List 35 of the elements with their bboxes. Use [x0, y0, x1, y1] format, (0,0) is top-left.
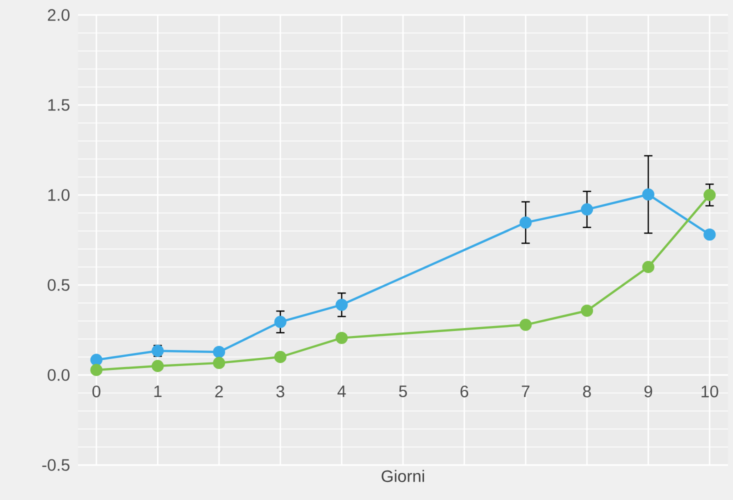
point: [520, 318, 532, 331]
x-tick-label: 8: [583, 386, 591, 398]
point: [336, 332, 348, 344]
y-tick-label: 2.0: [48, 9, 70, 21]
point: [642, 188, 654, 201]
x-tick-label: 5: [399, 386, 407, 398]
point: [152, 360, 164, 372]
point: [212, 356, 226, 370]
x-tick-label: 0: [92, 386, 100, 398]
x-tick-label: 6: [460, 386, 468, 398]
y-tick-label: 1.0: [48, 189, 70, 201]
point: [580, 304, 594, 317]
x-tick-label: 4: [337, 386, 346, 398]
x-tick-label: 3: [276, 386, 284, 398]
x-tick-label: 1: [154, 386, 162, 398]
x-axis-title: Giorni: [382, 470, 424, 482]
x-tick-label: 9: [644, 386, 652, 398]
point: [274, 350, 286, 364]
point: [274, 316, 286, 328]
y-tick-label: -0.5: [42, 459, 70, 471]
y-tick-label: 1.5: [48, 99, 70, 111]
x-tick-label: 2: [215, 386, 223, 398]
x-tick-label: 10: [702, 386, 718, 398]
x-tick-label: 7: [522, 386, 530, 398]
point: [704, 188, 716, 202]
point: [90, 354, 102, 366]
point: [520, 216, 532, 229]
point: [580, 203, 594, 216]
point: [336, 298, 348, 311]
point: [212, 346, 226, 358]
point: [90, 364, 102, 376]
point: [642, 260, 654, 274]
point: [704, 228, 716, 241]
y-tick-label: 0.5: [48, 279, 70, 291]
y-tick-label: 0.0: [48, 369, 70, 381]
